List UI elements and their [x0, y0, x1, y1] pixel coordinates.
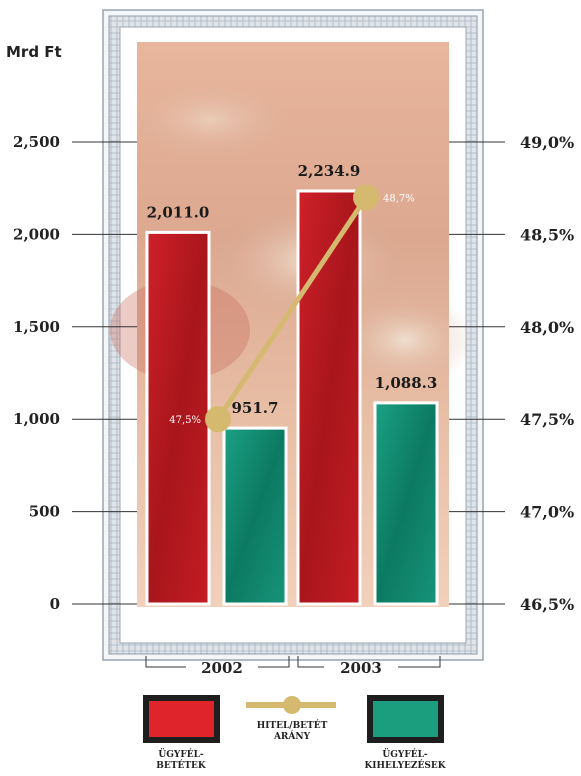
y2-tick-label: 47,5%	[520, 410, 574, 429]
ratio-point-label: 47,5%	[169, 415, 201, 426]
bar-value-label: 2,011.0	[147, 203, 210, 221]
x-axis: 2002 2003	[145, 656, 441, 677]
bar-value-label: 1,088.3	[375, 374, 438, 392]
x-tick-label: 2002	[201, 659, 243, 677]
legend-swatch-deposits-fill	[149, 701, 214, 737]
y-tick-label: 500	[29, 503, 60, 521]
legend-label-deposits-line2: BETÉTEK	[156, 759, 207, 771]
x-tick-label: 2003	[340, 659, 382, 677]
y2-tick-label: 46,5%	[520, 595, 574, 614]
legend-swatch-ratio-marker	[283, 696, 301, 714]
data-labels: 2,011.0 951.7 2,234.9 1,088.3 47,5% 48,7%	[147, 162, 438, 426]
bars	[145, 189, 439, 606]
ratio-line	[205, 184, 379, 433]
y-tick-label: 2,000	[13, 225, 60, 243]
y2-tick-label: 48,0%	[520, 318, 574, 337]
ratio-line-segment	[215, 194, 369, 422]
y-tick-label: 0	[50, 595, 60, 613]
legend-label-ratio-line1: HITEL/BETÉT	[257, 719, 328, 731]
y-tick-label: 2,500	[13, 133, 60, 151]
ratio-point	[205, 406, 231, 433]
ratio-point	[353, 184, 379, 211]
bar-value-label: 951.7	[232, 399, 279, 417]
y2-tick-label: 47,0%	[520, 503, 574, 522]
bar-value-label: 2,234.9	[298, 162, 361, 180]
legend-label-ratio-line2: ARÁNY	[273, 730, 311, 742]
y-tick-label: 1,000	[13, 410, 60, 428]
legend-swatch-loans-fill	[373, 701, 438, 737]
legend-label-loans-line2: KIHELYEZÉSEK	[364, 759, 446, 771]
legend-label-deposits-line1: ÜGYFÉL-	[158, 747, 204, 760]
ratio-point-label: 48,7%	[383, 193, 415, 204]
bar-deposits	[296, 189, 362, 606]
y-tick-label: 1,500	[13, 318, 60, 336]
bar-loans	[222, 426, 288, 606]
legend: ÜGYFÉL- BETÉTEK HITEL/BETÉT ARÁNY ÜGYFÉL…	[143, 695, 447, 771]
grid: 0 500 1,000 1,500 2,000 2,500 46,5% 47,0% 47,5% 4…	[13, 133, 574, 614]
y2-tick-label: 49,0%	[520, 133, 574, 152]
bar-loans	[373, 401, 439, 606]
y2-tick-label: 48,5%	[520, 225, 574, 244]
legend-label-loans-line1: ÜGYFÉL-	[382, 747, 428, 760]
bar-deposits	[145, 230, 211, 606]
y-axis-unit-label: Mrd Ft	[6, 43, 62, 61]
